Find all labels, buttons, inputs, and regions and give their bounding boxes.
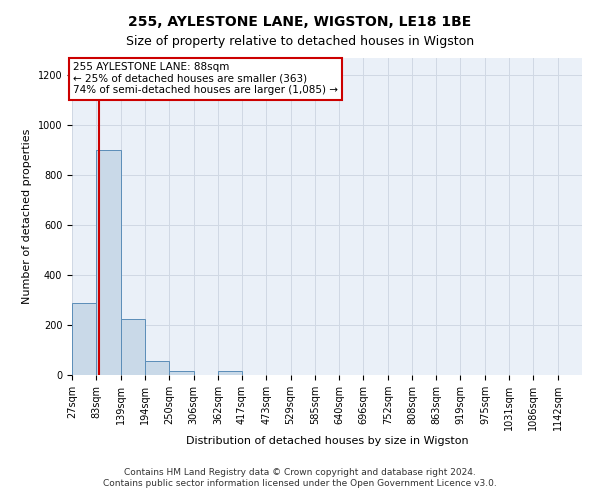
Bar [97, 150, 121, 375]
Bar [72, 302, 97, 375]
Bar [218, 371, 242, 375]
Bar [145, 361, 169, 375]
Text: 255, AYLESTONE LANE, WIGSTON, LE18 1BE: 255, AYLESTONE LANE, WIGSTON, LE18 1BE [128, 15, 472, 29]
Text: Contains HM Land Registry data © Crown copyright and database right 2024.
Contai: Contains HM Land Registry data © Crown c… [103, 468, 497, 487]
Bar [169, 371, 194, 375]
Bar [121, 319, 145, 375]
X-axis label: Distribution of detached houses by size in Wigston: Distribution of detached houses by size … [185, 436, 469, 446]
Text: Size of property relative to detached houses in Wigston: Size of property relative to detached ho… [126, 35, 474, 48]
Text: 255 AYLESTONE LANE: 88sqm
← 25% of detached houses are smaller (363)
74% of semi: 255 AYLESTONE LANE: 88sqm ← 25% of detac… [73, 62, 338, 96]
Y-axis label: Number of detached properties: Number of detached properties [22, 128, 32, 304]
